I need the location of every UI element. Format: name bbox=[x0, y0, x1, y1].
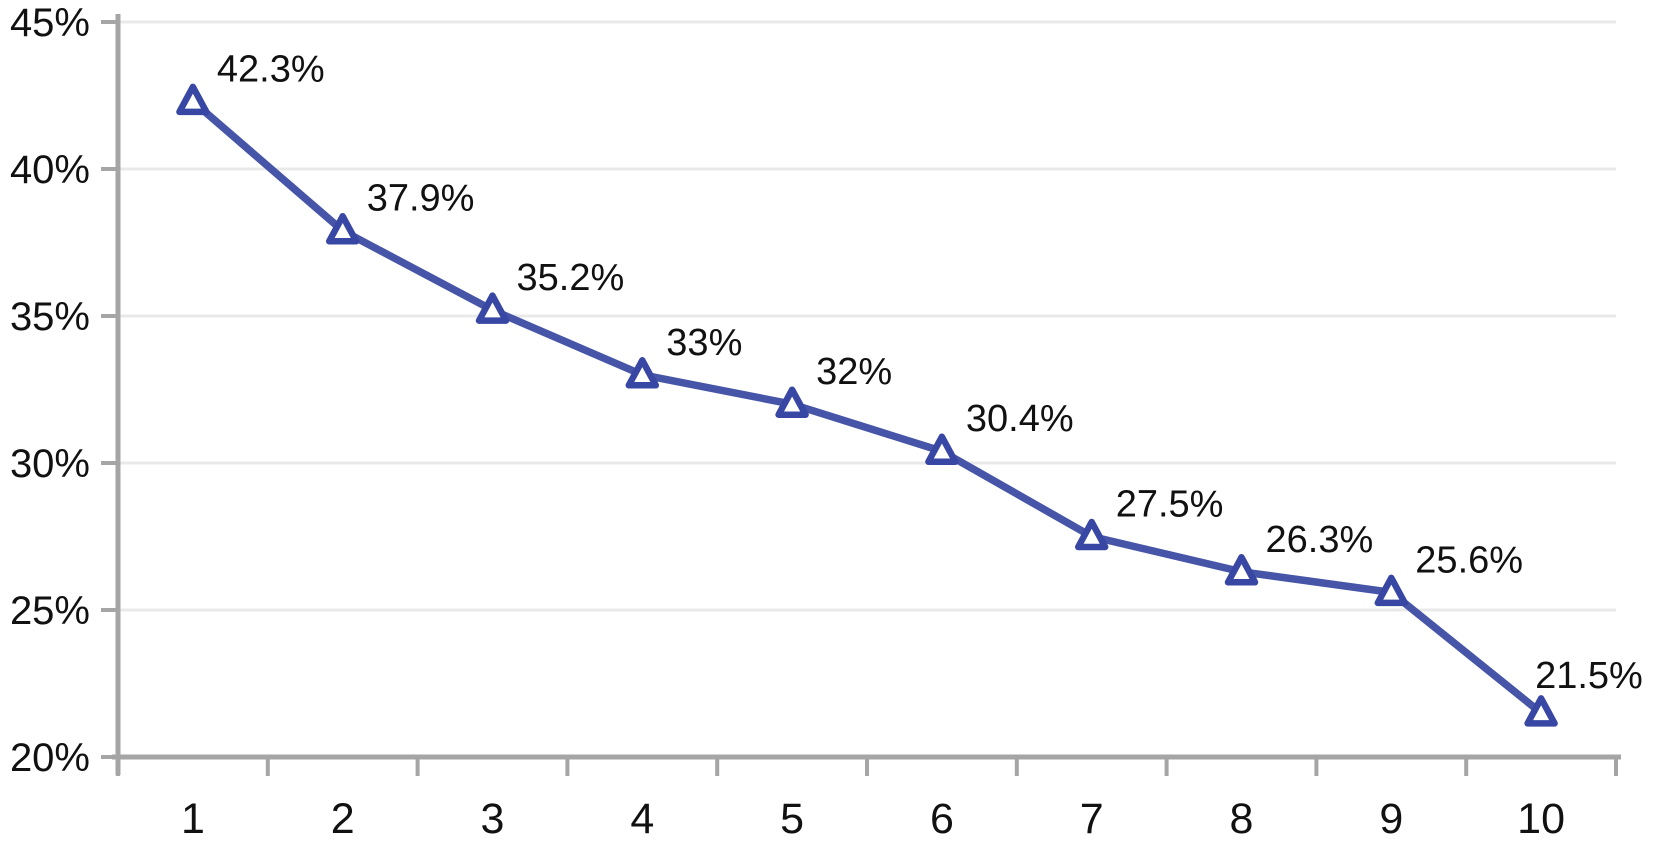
y-tick-label: 30% bbox=[10, 442, 90, 486]
data-point-label: 25.6% bbox=[1415, 539, 1523, 581]
data-point-marker bbox=[1224, 554, 1259, 586]
data-point-marker bbox=[1074, 518, 1109, 551]
data-point-marker bbox=[1374, 574, 1409, 607]
data-point-label: 42.3% bbox=[217, 48, 325, 90]
x-tick-label: 8 bbox=[1230, 795, 1254, 842]
x-tick-label: 2 bbox=[331, 795, 355, 842]
data-point-marker bbox=[625, 357, 660, 389]
x-tick-label: 10 bbox=[1517, 795, 1565, 842]
x-tick-label: 9 bbox=[1379, 795, 1403, 842]
data-point-label: 32% bbox=[816, 351, 892, 393]
data-point-label: 33% bbox=[666, 322, 742, 364]
data-point-label: 35.2% bbox=[517, 257, 625, 299]
data-series-line bbox=[189, 97, 1545, 717]
x-tick-label: 5 bbox=[780, 795, 804, 842]
x-tick-label: 6 bbox=[930, 795, 954, 842]
y-tick-label: 20% bbox=[10, 736, 90, 780]
y-tick-label: 45% bbox=[10, 1, 90, 45]
data-point-label: 37.9% bbox=[367, 178, 475, 220]
y-tick-label: 35% bbox=[10, 295, 90, 339]
data-point-marker bbox=[176, 83, 210, 116]
y-tick-label: 25% bbox=[10, 589, 90, 633]
data-point-label: 27.5% bbox=[1116, 484, 1224, 526]
data-point-marker bbox=[1524, 695, 1558, 727]
data-point-marker bbox=[325, 212, 360, 245]
data-point-marker bbox=[475, 292, 510, 324]
data-point-label: 26.3% bbox=[1266, 519, 1374, 561]
data-point-marker bbox=[775, 386, 809, 418]
data-point-label: 21.5% bbox=[1535, 655, 1643, 697]
data-point-label: 30.4% bbox=[966, 398, 1074, 440]
data-point-marker bbox=[925, 433, 959, 465]
x-tick-label: 4 bbox=[630, 795, 654, 842]
x-tick-label: 3 bbox=[481, 795, 505, 842]
y-tick-label: 40% bbox=[10, 148, 90, 192]
x-tick-label: 7 bbox=[1080, 795, 1104, 842]
x-tick-label: 1 bbox=[181, 795, 205, 842]
